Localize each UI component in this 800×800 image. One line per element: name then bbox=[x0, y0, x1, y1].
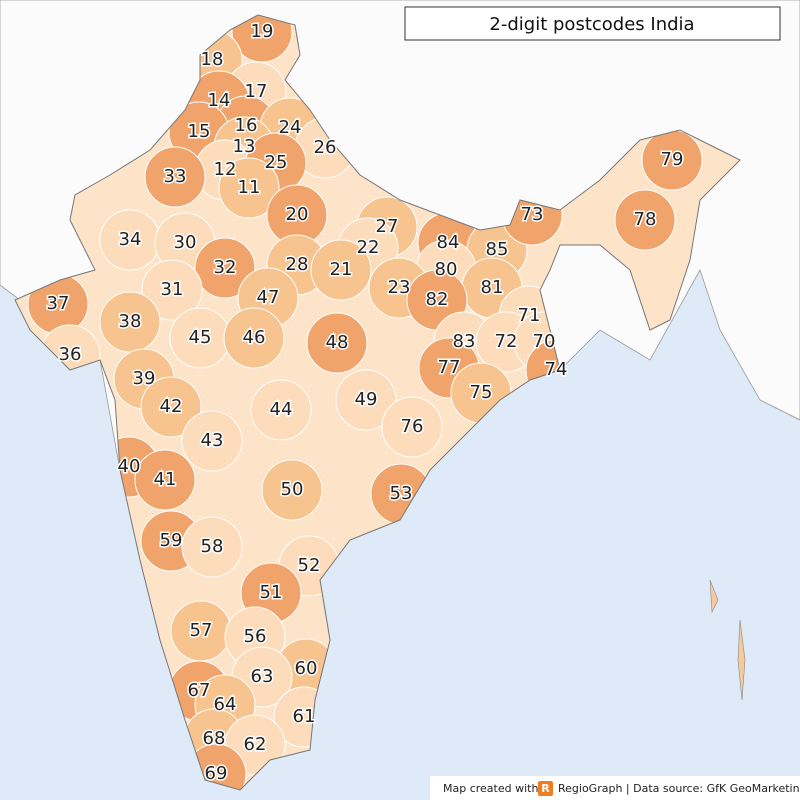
region-label: 48 bbox=[326, 332, 349, 353]
region-label: 12 bbox=[214, 159, 237, 180]
region-label: 73 bbox=[521, 204, 544, 225]
region-label: 20 bbox=[286, 204, 309, 225]
islands bbox=[709, 579, 746, 701]
region-label: 60 bbox=[295, 658, 318, 679]
region-label: 70 bbox=[533, 331, 556, 352]
region-label: 24 bbox=[279, 117, 302, 138]
region bbox=[181, 410, 243, 472]
region-label: 38 bbox=[119, 311, 142, 332]
region-label: 46 bbox=[243, 327, 266, 348]
region bbox=[310, 239, 372, 301]
region bbox=[181, 516, 243, 578]
region-label: 77 bbox=[438, 357, 461, 378]
region-label: 52 bbox=[298, 555, 321, 576]
region-label: 11 bbox=[238, 177, 261, 198]
region-label: 67 bbox=[188, 680, 211, 701]
region bbox=[194, 237, 256, 299]
region bbox=[250, 379, 312, 441]
logo-box bbox=[538, 781, 553, 796]
region-label: 22 bbox=[357, 237, 380, 258]
region bbox=[140, 376, 202, 438]
region-label: 37 bbox=[47, 293, 70, 314]
region-label: 39 bbox=[133, 368, 156, 389]
region-label: 27 bbox=[376, 216, 399, 237]
title-box bbox=[404, 6, 781, 41]
region-label: 53 bbox=[390, 483, 413, 504]
region bbox=[335, 369, 397, 431]
region-label: 74 bbox=[545, 359, 568, 380]
footer-text: RegioGraph | Data source: GfK GeoMarketi… bbox=[558, 782, 800, 795]
region bbox=[381, 396, 443, 458]
region-label: 41 bbox=[154, 469, 177, 490]
region-label: 30 bbox=[174, 232, 197, 253]
region-label: 49 bbox=[355, 389, 378, 410]
region bbox=[218, 157, 280, 219]
region-label: 32 bbox=[214, 257, 237, 278]
region-label: 81 bbox=[481, 277, 504, 298]
region-label: 57 bbox=[190, 620, 213, 641]
region-label: 13 bbox=[233, 136, 256, 157]
region-label: 40 bbox=[118, 456, 141, 477]
region-label: 69 bbox=[205, 763, 228, 784]
region-label: 31 bbox=[161, 279, 184, 300]
region-label: 71 bbox=[518, 305, 541, 326]
logo: R bbox=[541, 782, 550, 795]
region-label: 36 bbox=[59, 344, 82, 365]
region-label: 43 bbox=[201, 430, 224, 451]
region-label: 56 bbox=[244, 626, 267, 647]
region-label: 84 bbox=[437, 232, 460, 253]
region-label: 76 bbox=[401, 416, 424, 437]
region-label: 72 bbox=[495, 331, 518, 352]
region-label: 50 bbox=[281, 479, 304, 500]
region-label: 80 bbox=[435, 259, 458, 280]
region bbox=[261, 459, 323, 521]
region-label: 64 bbox=[214, 694, 237, 715]
region-label: 61 bbox=[293, 706, 316, 727]
region-label: 59 bbox=[160, 530, 183, 551]
region-label: 78 bbox=[634, 209, 657, 230]
region-label: 33 bbox=[164, 166, 187, 187]
region bbox=[614, 189, 676, 251]
region bbox=[141, 259, 203, 321]
region bbox=[144, 146, 206, 208]
region-label: 82 bbox=[426, 289, 449, 310]
region-label: 34 bbox=[119, 229, 142, 250]
region-label: 45 bbox=[189, 327, 212, 348]
region-label: 75 bbox=[470, 382, 493, 403]
region bbox=[306, 312, 368, 374]
region-label: 17 bbox=[245, 81, 268, 102]
footer-box bbox=[430, 776, 800, 800]
region-label: 51 bbox=[260, 582, 283, 603]
region-label: 28 bbox=[286, 254, 309, 275]
title: 2-digit postcodes India bbox=[489, 14, 694, 35]
region bbox=[223, 307, 285, 369]
region-label: 85 bbox=[486, 239, 509, 260]
region-label: 47 bbox=[257, 287, 280, 308]
region-label: 79 bbox=[661, 149, 684, 170]
region-label: 83 bbox=[453, 331, 476, 352]
region-label: 58 bbox=[201, 536, 224, 557]
region bbox=[134, 449, 196, 511]
region-label: 25 bbox=[265, 152, 288, 173]
region-label: 62 bbox=[244, 734, 267, 755]
region-label: 23 bbox=[388, 277, 411, 298]
region-label: 42 bbox=[160, 396, 183, 417]
region-label: 15 bbox=[188, 121, 211, 142]
region-label: 16 bbox=[235, 115, 258, 136]
region-label: 68 bbox=[203, 728, 226, 749]
footer-prefix: Map created with bbox=[443, 782, 538, 795]
region-label: 21 bbox=[330, 259, 353, 280]
region-label: 19 bbox=[251, 21, 274, 42]
region-label: 26 bbox=[314, 137, 337, 158]
region-label: 14 bbox=[208, 90, 231, 111]
region-label: 44 bbox=[270, 399, 293, 420]
region-label: 18 bbox=[201, 49, 224, 70]
region-label: 63 bbox=[251, 666, 274, 687]
